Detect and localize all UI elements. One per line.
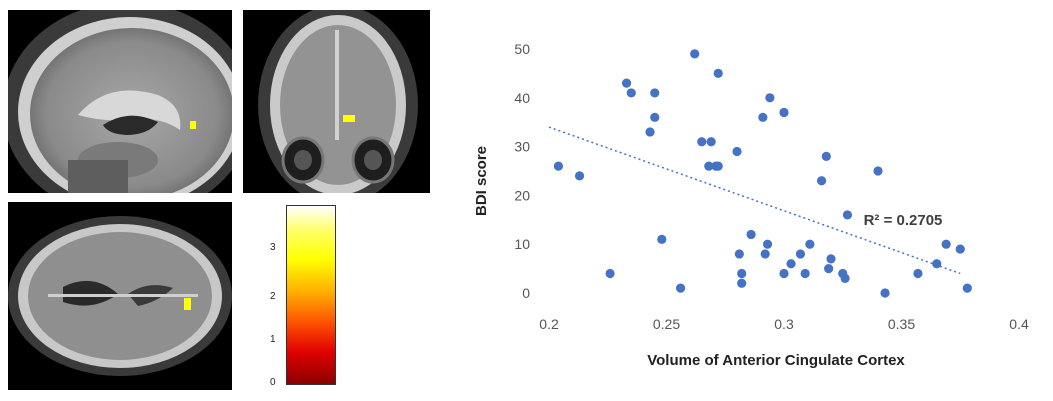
data-point (817, 176, 827, 186)
y-tick-label: 10 (514, 236, 530, 252)
colorbar-tick: 0 (270, 377, 276, 388)
data-point (800, 268, 810, 279)
colorbar-tick: 2 (270, 291, 276, 302)
data-point (805, 239, 815, 249)
colorbar-gradient (286, 205, 336, 385)
r-squared-annotation: R² = 0.2705 (864, 212, 943, 229)
data-point (824, 264, 834, 274)
data-point (880, 288, 890, 298)
data-point (713, 68, 723, 78)
x-tick-label: 0.35 (888, 316, 915, 332)
data-point (574, 171, 585, 181)
data-point (621, 78, 632, 88)
colorbar-tick: 3 (270, 242, 276, 253)
data-point (553, 161, 563, 171)
data-point (697, 137, 707, 147)
mri-activation-spot (343, 115, 355, 122)
data-point (842, 210, 853, 220)
data-point (913, 268, 923, 279)
data-point (765, 93, 775, 103)
data-point (734, 249, 744, 259)
data-point (706, 137, 716, 147)
data-point (762, 239, 773, 249)
data-point (737, 268, 747, 279)
data-point (650, 88, 660, 98)
x-tick-label: 0.3 (774, 316, 794, 332)
data-point (941, 239, 951, 249)
data-point (962, 283, 972, 293)
x-axis-label: Volume of Anterior Cingulate Cortex (647, 352, 905, 369)
data-point (645, 127, 655, 137)
y-tick-label: 30 (514, 139, 530, 155)
data-point (676, 283, 686, 293)
trendline (548, 126, 961, 275)
data-point (955, 244, 965, 254)
data-point (795, 249, 806, 259)
mri-sagittal-view (8, 10, 232, 193)
data-point (732, 146, 742, 157)
y-tick-label: 0 (522, 285, 530, 301)
data-point (840, 273, 850, 283)
data-point (821, 151, 831, 161)
data-point (760, 249, 770, 259)
mri-activation-spot (184, 298, 191, 310)
colorbar: 3 2 1 0 (264, 205, 344, 390)
data-point (758, 112, 768, 122)
data-point (657, 234, 667, 244)
data-point (605, 268, 615, 279)
data-point (826, 254, 836, 264)
y-axis-label: BDI score (473, 146, 490, 216)
y-tick-label: 50 (514, 41, 530, 57)
data-points (553, 49, 972, 298)
data-point (650, 112, 660, 122)
data-point (737, 278, 747, 288)
mri-activation-spot (190, 121, 196, 129)
data-point (873, 166, 883, 176)
data-point (779, 268, 789, 279)
x-tick-label: 0.2 (539, 316, 559, 332)
mri-axial-view (8, 202, 232, 390)
y-tick-labels: 0 10 20 30 40 50 (514, 41, 530, 301)
colorbar-tick: 1 (270, 334, 276, 345)
x-tick-label: 0.25 (653, 316, 680, 332)
data-point (626, 88, 636, 98)
data-point (690, 49, 700, 59)
x-tick-labels: 0.2 0.25 0.3 0.35 0.4 (539, 316, 1029, 332)
data-point (932, 259, 942, 269)
data-point (786, 259, 796, 269)
data-point (713, 161, 723, 171)
y-tick-label: 20 (514, 187, 530, 203)
data-point (746, 229, 756, 240)
x-tick-label: 0.4 (1009, 316, 1029, 332)
data-point (704, 161, 714, 171)
mri-coronal-view (243, 10, 430, 193)
data-point (779, 107, 789, 118)
y-tick-label: 40 (514, 90, 530, 106)
